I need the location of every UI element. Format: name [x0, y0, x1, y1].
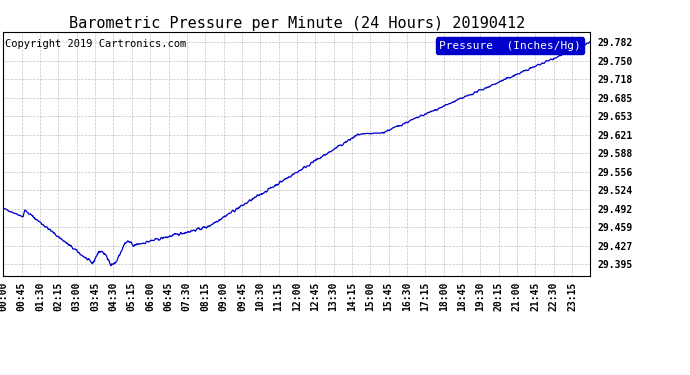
Pressure  (Inches/Hg): [196, 227, 204, 232]
Pressure  (Inches/Hg): [388, 126, 397, 130]
Pressure  (Inches/Hg): [586, 39, 594, 44]
Line: Pressure  (Inches/Hg): Pressure (Inches/Hg): [3, 42, 590, 266]
Legend: Pressure  (Inches/Hg): Pressure (Inches/Hg): [436, 38, 584, 54]
Pressure  (Inches/Hg): [465, 93, 473, 97]
Text: Copyright 2019 Cartronics.com: Copyright 2019 Cartronics.com: [5, 39, 186, 49]
Pressure  (Inches/Hg): [0, 206, 8, 211]
Pressure  (Inches/Hg): [116, 252, 124, 256]
Pressure  (Inches/Hg): [517, 70, 525, 75]
Pressure  (Inches/Hg): [107, 263, 115, 268]
Title: Barometric Pressure per Minute (24 Hours) 20190412: Barometric Pressure per Minute (24 Hours…: [68, 16, 525, 31]
Pressure  (Inches/Hg): [130, 243, 139, 248]
